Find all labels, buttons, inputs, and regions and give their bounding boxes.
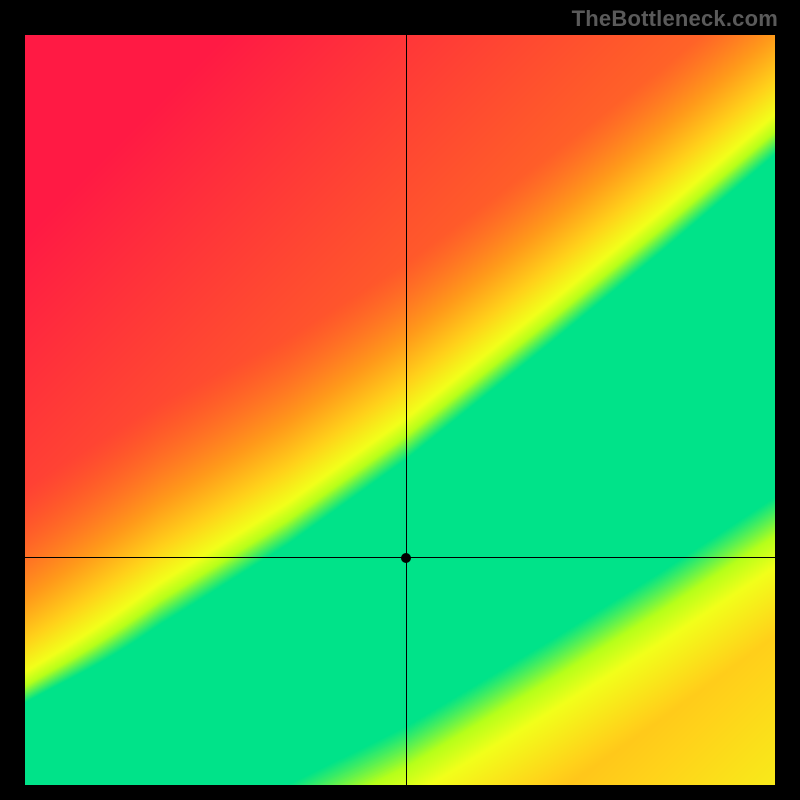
crosshair-vertical (406, 35, 407, 785)
crosshair-horizontal (25, 557, 775, 558)
root-container: TheBottleneck.com (0, 0, 800, 800)
crosshair-point (401, 553, 411, 563)
heatmap-canvas (25, 35, 775, 785)
watermark-text: TheBottleneck.com (572, 6, 778, 32)
